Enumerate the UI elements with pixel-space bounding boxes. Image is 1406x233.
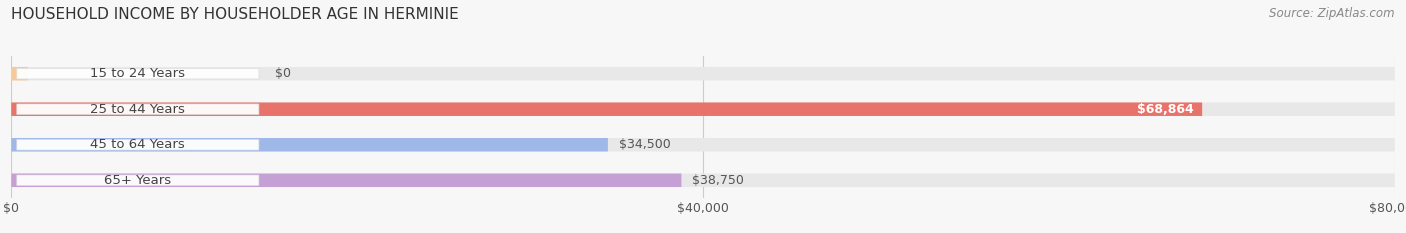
Text: Source: ZipAtlas.com: Source: ZipAtlas.com	[1270, 7, 1395, 20]
FancyBboxPatch shape	[11, 103, 1395, 116]
Text: $38,750: $38,750	[692, 174, 744, 187]
FancyBboxPatch shape	[11, 103, 1202, 116]
Text: HOUSEHOLD INCOME BY HOUSEHOLDER AGE IN HERMINIE: HOUSEHOLD INCOME BY HOUSEHOLDER AGE IN H…	[11, 7, 458, 22]
FancyBboxPatch shape	[11, 138, 1395, 151]
Text: $34,500: $34,500	[619, 138, 671, 151]
Text: 15 to 24 Years: 15 to 24 Years	[90, 67, 186, 80]
FancyBboxPatch shape	[11, 67, 1395, 80]
FancyBboxPatch shape	[11, 67, 28, 80]
FancyBboxPatch shape	[17, 175, 259, 185]
FancyBboxPatch shape	[17, 140, 259, 150]
Text: $68,864: $68,864	[1137, 103, 1194, 116]
FancyBboxPatch shape	[11, 138, 607, 151]
Text: 25 to 44 Years: 25 to 44 Years	[90, 103, 186, 116]
FancyBboxPatch shape	[11, 174, 1395, 187]
Text: 45 to 64 Years: 45 to 64 Years	[90, 138, 186, 151]
Text: 65+ Years: 65+ Years	[104, 174, 172, 187]
Text: $0: $0	[276, 67, 291, 80]
FancyBboxPatch shape	[11, 174, 682, 187]
FancyBboxPatch shape	[17, 104, 259, 114]
FancyBboxPatch shape	[17, 69, 259, 79]
